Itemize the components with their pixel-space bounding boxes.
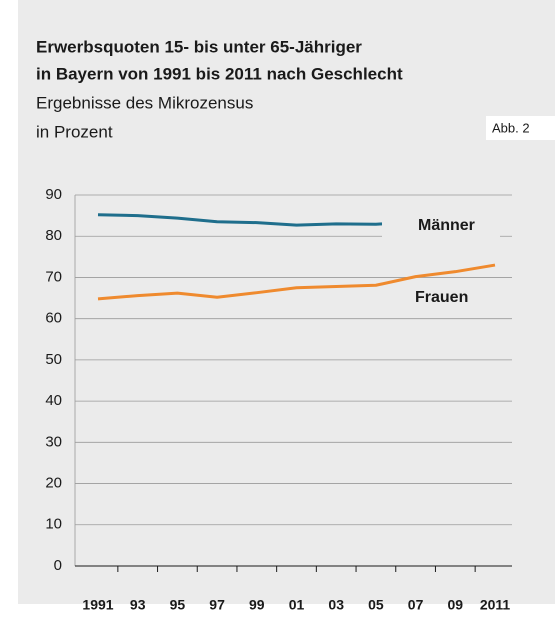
x-tick-label: 95 (170, 597, 186, 613)
y-tick-label: 80 (45, 227, 62, 244)
y-tick-label: 70 (45, 268, 62, 285)
series-label: Frauen (415, 289, 468, 306)
y-tick-label: 50 (45, 351, 62, 368)
x-tick-label: 07 (408, 597, 424, 613)
y-tick-label: 10 (45, 516, 62, 533)
x-tick-label: 05 (368, 597, 384, 613)
y-tick-label: 20 (45, 475, 62, 492)
label-background (382, 212, 500, 240)
x-tick-label: 99 (249, 597, 265, 613)
chart-subtitle: Ergebnisse des Mikrozensus (36, 93, 253, 112)
annotation-box (486, 116, 555, 140)
line-series (97, 263, 496, 301)
y-tick-label: 40 (45, 392, 62, 409)
x-tick-label: 97 (209, 597, 225, 613)
x-tick-label: 1991 (82, 597, 113, 613)
x-tick-label: 01 (289, 597, 305, 613)
x-tick-label: 03 (328, 597, 344, 613)
y-tick-label: 0 (54, 557, 62, 574)
y-tick-label: 90 (45, 186, 62, 203)
chart-title: in Bayern von 1991 bis 2011 nach Geschle… (36, 64, 403, 83)
chart-title: Erwerbsquoten 15- bis unter 65-Jähriger (36, 37, 362, 56)
y-tick-label: 60 (45, 310, 62, 327)
background (18, 0, 555, 604)
chart-subtitle: in Prozent (36, 122, 113, 141)
x-tick-label: 2011 (480, 597, 511, 613)
x-tick-label: 93 (130, 597, 146, 613)
x-tick-label: 09 (448, 597, 464, 613)
series-label: Männer (418, 217, 475, 234)
annotation: Abb. 2 (492, 120, 530, 135)
y-tick-label: 30 (45, 433, 62, 450)
